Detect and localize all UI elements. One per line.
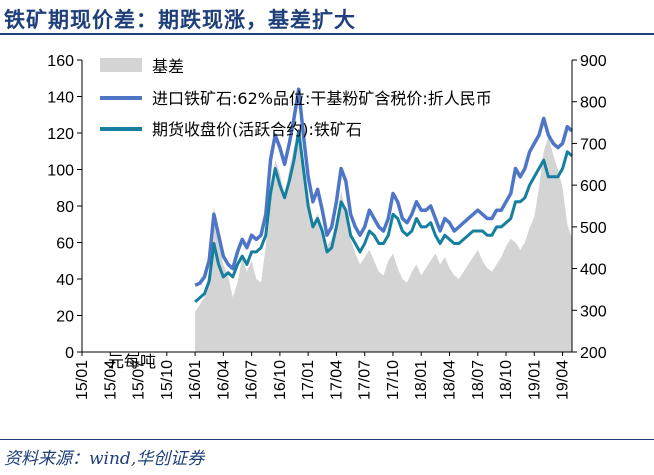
x-tick-label: 18/10 xyxy=(498,360,515,400)
x-tick-label: 19/01 xyxy=(526,360,543,400)
x-tick-label: 15/01 xyxy=(74,360,91,400)
basis-chart: 0 20 40 60 80 100 120 140 160 200 300 400 500 600 700 8… xyxy=(47,53,607,400)
legend-label-spot: 进口铁矿石:62%品位:干基粉矿含税价:折人民币 xyxy=(152,89,492,108)
x-tick-label: 18/04 xyxy=(442,360,459,400)
basis-area-group xyxy=(195,133,573,352)
x-tick-label: 17/07 xyxy=(357,360,374,400)
left-tick-label: 20 xyxy=(56,309,74,326)
x-tick-label: 15/10 xyxy=(159,360,176,400)
series-futures xyxy=(194,129,573,304)
x-tick-label: 19/04 xyxy=(555,360,572,400)
chart-title: 铁矿期现价差：期跌现涨，基差扩大 xyxy=(4,7,356,32)
left-tick-label: 60 xyxy=(56,236,74,253)
left-tick-label: 100 xyxy=(47,163,74,180)
x-tick-label: 18/07 xyxy=(470,360,487,400)
left-tick-label: 80 xyxy=(56,199,74,216)
unit-label: 元每吨 xyxy=(108,353,156,371)
right-tick-label: 400 xyxy=(580,262,607,279)
x-tick-label: 17/04 xyxy=(328,360,345,400)
x-tick-label: 16/10 xyxy=(272,360,289,400)
axes-group: 0 20 40 60 80 100 120 140 160 200 300 400 500 600 700 8… xyxy=(47,53,607,400)
right-tick-label: 200 xyxy=(580,345,607,362)
left-tick-label: 40 xyxy=(56,272,74,289)
right-tick-label: 800 xyxy=(580,95,607,112)
price-lines-group xyxy=(194,87,574,304)
x-tick-label: 16/01 xyxy=(187,360,204,400)
x-tick-label: 15/07 xyxy=(131,360,148,400)
x-tick-label: 18/01 xyxy=(413,360,430,400)
right-tick-label: 700 xyxy=(580,136,607,153)
series-spot xyxy=(194,87,574,287)
legend-swatch-basis xyxy=(100,58,142,72)
left-tick-label: 120 xyxy=(47,126,74,143)
x-tick-label: 16/04 xyxy=(215,360,232,400)
x-tick-label: 16/07 xyxy=(244,360,261,400)
left-tick-label: 140 xyxy=(47,90,74,107)
x-tick-label: 17/10 xyxy=(385,360,402,400)
right-tick-label: 500 xyxy=(580,220,607,237)
source-divider xyxy=(0,439,654,440)
x-tick-label: 17/01 xyxy=(300,360,317,400)
right-tick-label: 900 xyxy=(580,53,607,70)
legend-label-basis: 基差 xyxy=(152,57,184,76)
left-tick-label: 160 xyxy=(47,53,74,70)
left-tick-label: 0 xyxy=(65,345,74,362)
x-tick-label: 15/04 xyxy=(102,360,119,400)
right-tick-label: 300 xyxy=(580,303,607,320)
series-basis xyxy=(195,133,573,352)
source-note: 资料来源：wind,华创证券 xyxy=(4,449,205,469)
legend: 基差进口铁矿石:62%品位:干基粉矿含税价:折人民币期货收盘价(活跃合约):铁矿… xyxy=(100,57,492,139)
title-divider xyxy=(0,33,654,35)
right-tick-label: 600 xyxy=(580,178,607,195)
legend-label-futures: 期货收盘价(活跃合约):铁矿石 xyxy=(152,120,362,139)
